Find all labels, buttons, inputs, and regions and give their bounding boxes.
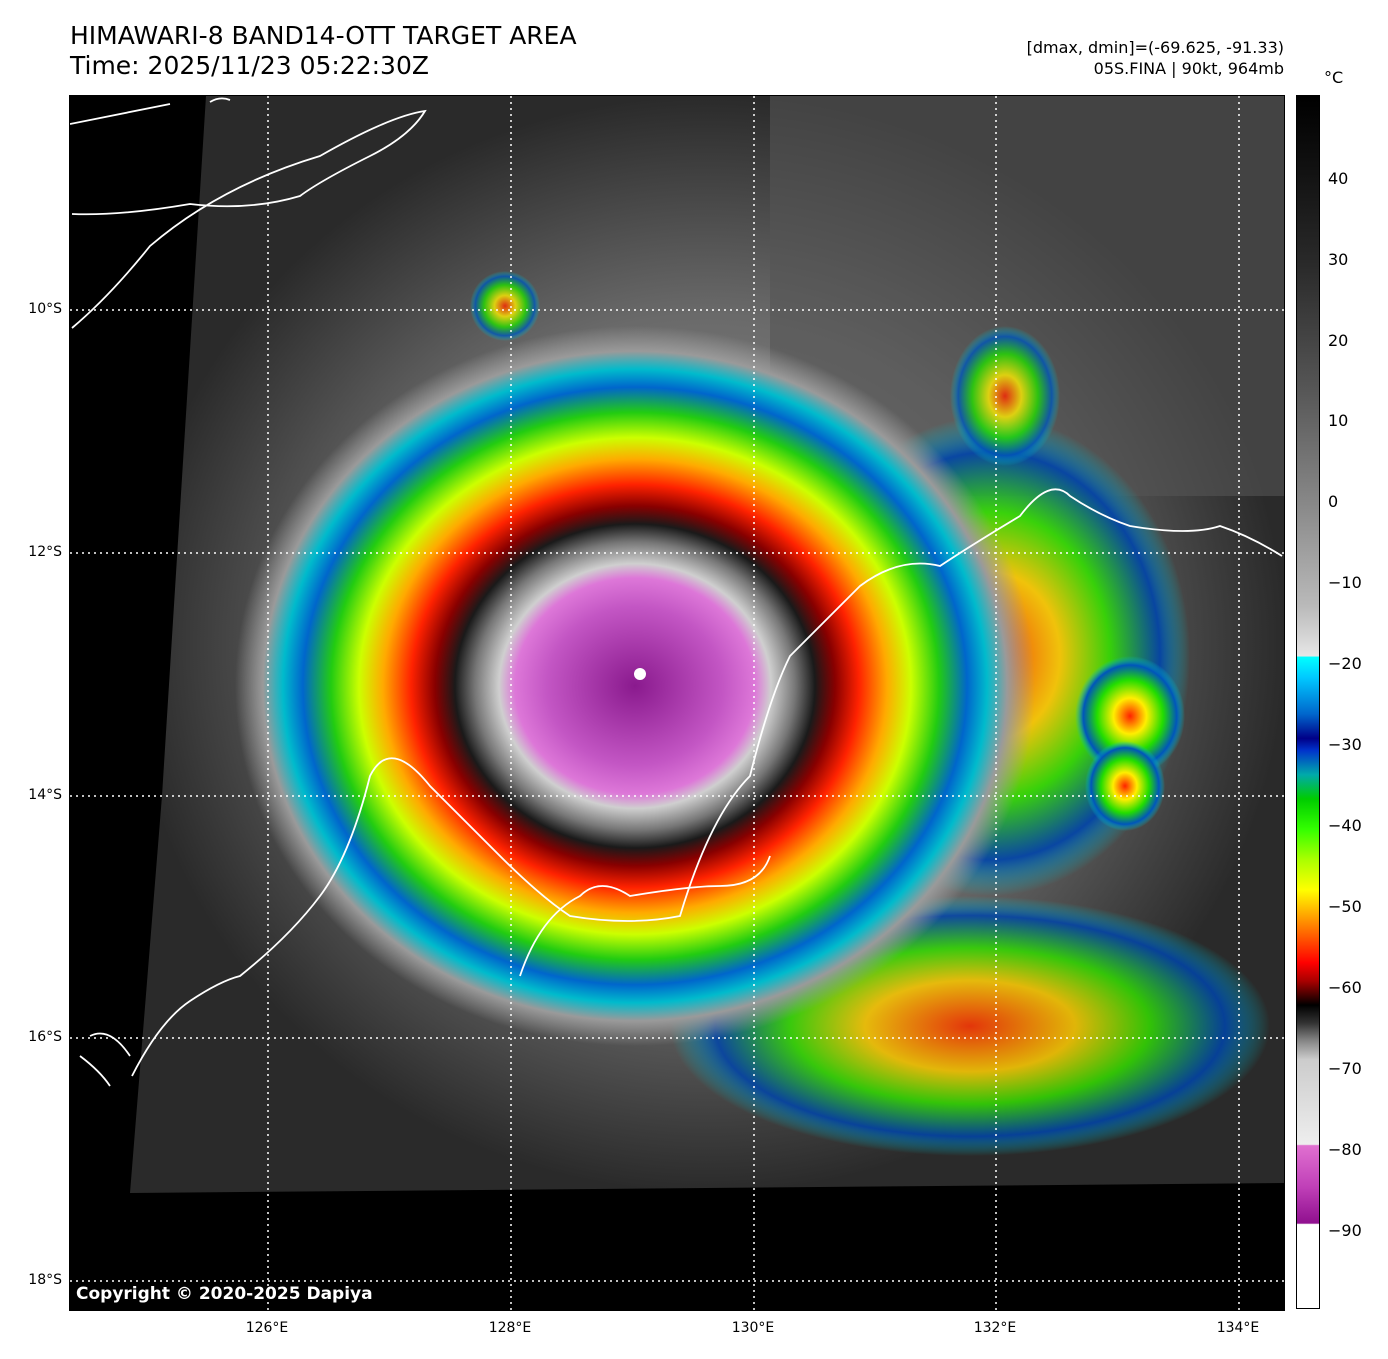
colorbar-tick: −70 [1328, 1059, 1362, 1078]
lat-tick-14s: 14°S [28, 787, 62, 803]
colorbar-tick: −90 [1328, 1221, 1362, 1240]
colorbar-tick: 30 [1328, 250, 1349, 269]
colorbar-tick: 10 [1328, 411, 1349, 430]
cyclone-core [235, 326, 1035, 1046]
satellite-image-map: Copyright © 2020-2025 Dapiya [69, 95, 1285, 1311]
lat-tick-18s: 18°S [28, 1272, 62, 1288]
far-east-convection [1085, 741, 1165, 831]
colorbar-tick: 0 [1328, 492, 1339, 511]
storm-info: 05S.FINA | 90kt, 964mb [1093, 59, 1284, 78]
chart-title: HIMAWARI-8 BAND14-OTT TARGET AREA [70, 21, 577, 50]
chart-time: Time: 2025/11/23 05:22:30Z [70, 51, 429, 80]
copyright-text: Copyright © 2020-2025 Dapiya [76, 1284, 373, 1304]
colorbar-unit: °C [1324, 68, 1344, 87]
eastern-convection [1075, 656, 1185, 776]
lat-tick-10s: 10°S [28, 301, 62, 317]
north-convection [470, 271, 540, 341]
lat-tick-12s: 12°S [28, 544, 62, 560]
lon-tick-126e: 126°E [245, 1320, 289, 1336]
colorbar-tick: −60 [1328, 978, 1362, 997]
satellite-imagery [70, 96, 1284, 1310]
colorbar-tick: −20 [1328, 654, 1362, 673]
ne-convection [950, 326, 1060, 466]
colorbar-tick: 40 [1328, 169, 1349, 188]
cyclone-eye [634, 668, 646, 680]
colorbar [1296, 95, 1320, 1309]
lon-tick-128e: 128°E [488, 1320, 532, 1336]
lon-tick-132e: 132°E [973, 1320, 1017, 1336]
coastlines [70, 97, 1283, 1087]
colorbar-tick: −10 [1328, 573, 1362, 592]
colorbar-tick: −80 [1328, 1140, 1362, 1159]
colorbar-tick: −40 [1328, 816, 1362, 835]
lat-tick-16s: 16°S [28, 1029, 62, 1045]
colorbar-tick: −50 [1328, 897, 1362, 916]
map-gridlines [70, 96, 1284, 1310]
colorbar-tick: −30 [1328, 735, 1362, 754]
lon-tick-130e: 130°E [731, 1320, 775, 1336]
colorbar-tick: 20 [1328, 331, 1349, 350]
lon-tick-134e: 134°E [1216, 1320, 1260, 1336]
dmax-dmin-info: [dmax, dmin]=(-69.625, -91.33) [1026, 38, 1284, 57]
